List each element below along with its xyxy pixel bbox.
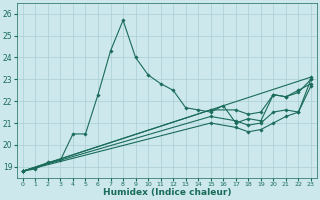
X-axis label: Humidex (Indice chaleur): Humidex (Indice chaleur) [103, 188, 231, 197]
